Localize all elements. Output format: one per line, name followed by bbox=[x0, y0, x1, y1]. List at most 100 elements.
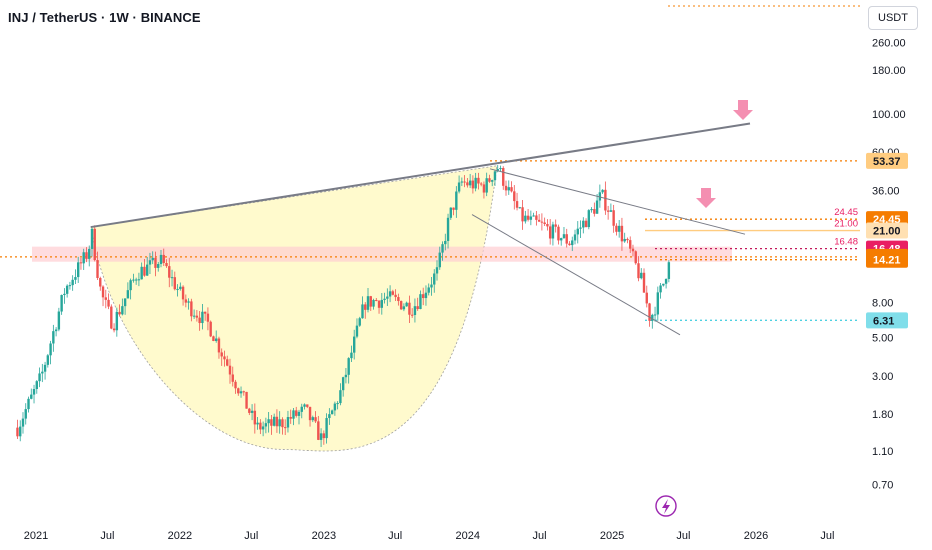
x-tick-label: 2025 bbox=[600, 530, 624, 542]
candle-body-137 bbox=[394, 294, 397, 298]
candle-body-22 bbox=[76, 262, 80, 278]
candle-body-85 bbox=[250, 410, 254, 413]
candle-body-120 bbox=[347, 358, 350, 375]
y-tick-label: 3.00 bbox=[872, 371, 893, 383]
candle-body-63 bbox=[190, 301, 193, 317]
candle-body-227 bbox=[642, 272, 646, 293]
candle-body-35 bbox=[112, 328, 116, 331]
y-tick-label: 8.00 bbox=[872, 298, 893, 310]
candle-body-10 bbox=[43, 364, 47, 372]
candle-body-15 bbox=[57, 311, 61, 330]
price-tag-label: 53.37 bbox=[873, 156, 901, 168]
candle-body-158 bbox=[452, 207, 455, 210]
candle-body-224 bbox=[634, 251, 637, 264]
candle-body-87 bbox=[256, 422, 259, 425]
candle-body-23 bbox=[79, 262, 83, 264]
candle-body-52 bbox=[159, 254, 163, 265]
candle-body-162 bbox=[463, 181, 466, 183]
candle-body-210 bbox=[595, 200, 599, 214]
candle-body-185 bbox=[526, 215, 530, 220]
candle-body-144 bbox=[413, 306, 417, 316]
candle-body-73 bbox=[217, 338, 221, 353]
candle-body-41 bbox=[129, 280, 132, 291]
candle-body-29 bbox=[96, 260, 99, 278]
candle-body-72 bbox=[214, 338, 218, 342]
candle-body-61 bbox=[184, 299, 188, 303]
time-axis: 2021 Jul 2022 Jul 2023 Jul 2024 Jul 2025 Jul 2026 J… bbox=[24, 530, 835, 542]
candle-body-88 bbox=[259, 422, 262, 430]
candle-body-32 bbox=[104, 297, 107, 300]
candle-body-141 bbox=[405, 302, 408, 307]
candle-body-145 bbox=[416, 306, 419, 310]
candle-body-68 bbox=[203, 311, 207, 314]
candle-body-152 bbox=[435, 267, 439, 274]
candle-body-11 bbox=[46, 355, 50, 365]
candle-body-75 bbox=[223, 356, 226, 360]
candle-body-44 bbox=[137, 279, 141, 281]
candle-body-198 bbox=[562, 234, 566, 239]
candle-body-209 bbox=[593, 209, 596, 214]
x-tick-label: 2026 bbox=[744, 530, 768, 542]
down-arrow-icon bbox=[696, 188, 716, 208]
candle-body-139 bbox=[399, 301, 403, 310]
x-tick-label: Jul bbox=[388, 530, 402, 542]
candle-body-190 bbox=[540, 221, 544, 223]
x-tick-label: Jul bbox=[820, 530, 834, 542]
candle-body-143 bbox=[410, 314, 414, 316]
candle-body-7 bbox=[35, 381, 38, 390]
candle-body-108 bbox=[314, 417, 317, 422]
inline-level-label: 16.48 bbox=[834, 237, 858, 248]
candle-body-200 bbox=[568, 243, 571, 246]
inline-level-label: 21.00 bbox=[834, 219, 858, 230]
x-tick-label: Jul bbox=[244, 530, 258, 542]
candle-body-50 bbox=[154, 257, 157, 268]
y-tick-label: 100.00 bbox=[872, 109, 906, 121]
candle-body-149 bbox=[427, 287, 430, 293]
price-tag-label: 14.21 bbox=[873, 255, 901, 267]
candle-body-118 bbox=[341, 377, 345, 391]
candle-body-2 bbox=[21, 418, 25, 427]
candle-body-71 bbox=[212, 336, 215, 342]
candle-body-233 bbox=[659, 285, 662, 293]
candle-body-134 bbox=[386, 296, 389, 299]
candle-body-13 bbox=[52, 331, 55, 344]
currency-button[interactable]: USDT bbox=[868, 6, 918, 30]
candle-body-28 bbox=[93, 228, 96, 261]
candle-body-24 bbox=[82, 252, 85, 264]
candle-body-177 bbox=[504, 185, 508, 191]
candle-body-195 bbox=[554, 224, 557, 227]
candle-body-79 bbox=[234, 381, 237, 389]
price-tags: 24.4521.0016.4853.3724.4521.0016.4814.76… bbox=[834, 152, 908, 329]
candle-body-46 bbox=[143, 266, 146, 276]
y-tick-label: 260.00 bbox=[872, 38, 906, 50]
candle-body-219 bbox=[620, 225, 624, 242]
price-axis: 260.00180.00100.0060.0036.008.005.003.00… bbox=[872, 38, 906, 492]
candle-body-55 bbox=[168, 266, 171, 278]
candle-body-99 bbox=[289, 417, 292, 419]
candle-body-197 bbox=[560, 238, 563, 241]
candle-body-14 bbox=[54, 329, 58, 332]
candle-body-103 bbox=[300, 406, 303, 412]
candle-body-43 bbox=[134, 279, 138, 281]
candle-body-45 bbox=[140, 266, 143, 280]
candle-body-42 bbox=[132, 279, 135, 281]
candle-body-230 bbox=[651, 314, 654, 321]
candle-body-122 bbox=[353, 336, 356, 353]
candle-body-191 bbox=[543, 222, 546, 225]
candle-body-125 bbox=[361, 304, 364, 319]
candle-body-80 bbox=[237, 388, 240, 394]
candle-body-117 bbox=[339, 390, 342, 404]
candle-body-121 bbox=[350, 352, 353, 359]
candle-body-86 bbox=[253, 410, 257, 425]
candle-body-187 bbox=[532, 215, 535, 217]
candle-body-113 bbox=[328, 414, 331, 419]
candle-body-205 bbox=[582, 220, 585, 228]
candle-body-30 bbox=[99, 277, 102, 287]
candle-body-37 bbox=[118, 311, 121, 315]
candle-body-154 bbox=[441, 244, 444, 253]
candle-body-17 bbox=[63, 293, 66, 296]
candle-body-208 bbox=[590, 209, 593, 211]
candle-body-173 bbox=[493, 171, 497, 181]
resistance-zone bbox=[32, 246, 732, 262]
